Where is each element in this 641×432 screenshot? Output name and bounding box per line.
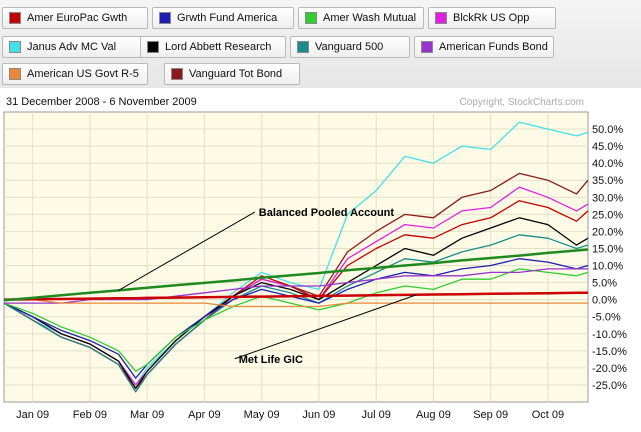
series-line: [3, 248, 589, 302]
y-tick-label: 30.0%: [592, 192, 623, 204]
y-tick-label: 20.0%: [592, 226, 623, 238]
legend-label: Amer Wash Mutual: [323, 12, 417, 24]
series-layer: [3, 121, 589, 393]
line-chart: 31 December 2008 - 6 November 2009 Copyr…: [3, 96, 627, 421]
series-line: [4, 298, 588, 308]
legend-label: Vanguard Tot Bond: [189, 68, 283, 80]
annotation-leader: [118, 211, 256, 291]
series-line: [3, 268, 589, 372]
legend-label: Grwth Fund America: [177, 12, 278, 24]
x-tick-label: Jun 09: [302, 409, 335, 421]
y-tick-label: -20.0%: [592, 363, 627, 375]
annotation-leader: [234, 294, 417, 360]
legend-label: American Funds Bond: [439, 41, 548, 53]
y-tick-label: 45.0%: [592, 141, 623, 153]
legend-label: Vanguard 500: [315, 41, 384, 53]
legend-swatch: [305, 12, 317, 24]
legend-swatch: [9, 41, 21, 53]
y-tick-label: -5.0%: [592, 312, 621, 324]
legend-swatch: [171, 68, 183, 80]
x-tick-label: Apr 09: [188, 409, 220, 421]
legend-swatch: [159, 12, 171, 24]
series-line: [3, 217, 589, 390]
legend-swatch: [297, 41, 309, 53]
legend-item[interactable]: Vanguard 500: [290, 36, 410, 58]
legend-item[interactable]: Janus Adv MC Val: [2, 36, 148, 58]
legend-item[interactable]: American US Govt R-5: [2, 63, 148, 85]
annotations: Balanced Pooled Account Met Life GIC: [118, 207, 417, 366]
y-tick-label: 40.0%: [592, 158, 623, 170]
y-tick-label: 25.0%: [592, 209, 623, 221]
x-tick-label: Jul 09: [361, 409, 390, 421]
y-tick-label: -15.0%: [592, 346, 627, 358]
y-tick-label: -10.0%: [592, 329, 627, 341]
x-tick-label: Jan 09: [16, 409, 49, 421]
x-axis: Jan 09 Feb 09 Mar 09 Apr 09 May 09 Jun 09 Jul …: [16, 409, 564, 421]
legend-swatch: [147, 41, 159, 53]
y-tick-label: 15.0%: [592, 243, 623, 255]
x-tick-label: Oct 09: [532, 409, 564, 421]
y-tick-label: 50.0%: [592, 124, 623, 136]
legend-item[interactable]: Lord Abbett Research: [140, 36, 286, 58]
legend-label: Janus Adv MC Val: [27, 41, 117, 53]
annotation-label: Met Life GIC: [239, 354, 303, 366]
legend-label: American US Govt R-5: [27, 68, 139, 80]
legend-swatch: [9, 68, 21, 80]
y-axis: 50.0% 45.0% 40.0% 35.0% 30.0% 25.0% 20.0% 15.0%…: [592, 124, 627, 392]
series-line: [3, 291, 588, 301]
legend-swatch: [421, 41, 433, 53]
legend-item[interactable]: Grwth Fund America: [152, 7, 294, 29]
legend-item[interactable]: Amer Wash Mutual: [298, 7, 424, 29]
legend-label: BlckRk US Opp: [453, 12, 530, 24]
legend-swatch: [9, 12, 21, 24]
x-tick-label: Mar 09: [130, 409, 164, 421]
x-tick-label: Feb 09: [73, 409, 107, 421]
legend-swatch: [435, 12, 447, 24]
y-tick-label: 5.0%: [592, 278, 617, 290]
y-tick-label: -25.0%: [592, 380, 627, 392]
legend-item[interactable]: BlckRk US Opp: [428, 7, 556, 29]
series-line: [3, 234, 589, 393]
x-tick-label: May 09: [244, 409, 280, 421]
legend-label: Amer EuroPac Gwth: [27, 12, 128, 24]
y-tick-label: 10.0%: [592, 261, 623, 273]
date-range: 31 December 2008 - 6 November 2009: [6, 96, 197, 108]
legend: Amer EuroPac Gwth Grwth Fund America Amer …: [0, 0, 641, 88]
copyright-text: Copyright, StockCharts.com: [460, 97, 585, 108]
legend-item[interactable]: Vanguard Tot Bond: [164, 63, 300, 85]
legend-label: Lord Abbett Research: [165, 41, 272, 53]
y-tick-label: 0.0%: [592, 295, 617, 307]
annotation-label: Balanced Pooled Account: [259, 207, 395, 219]
x-tick-label: Aug 09: [416, 409, 451, 421]
legend-item[interactable]: American Funds Bond: [414, 36, 554, 58]
x-tick-label: Sep 09: [473, 409, 508, 421]
legend-item[interactable]: Amer EuroPac Gwth: [2, 7, 148, 29]
y-tick-label: 35.0%: [592, 175, 623, 187]
